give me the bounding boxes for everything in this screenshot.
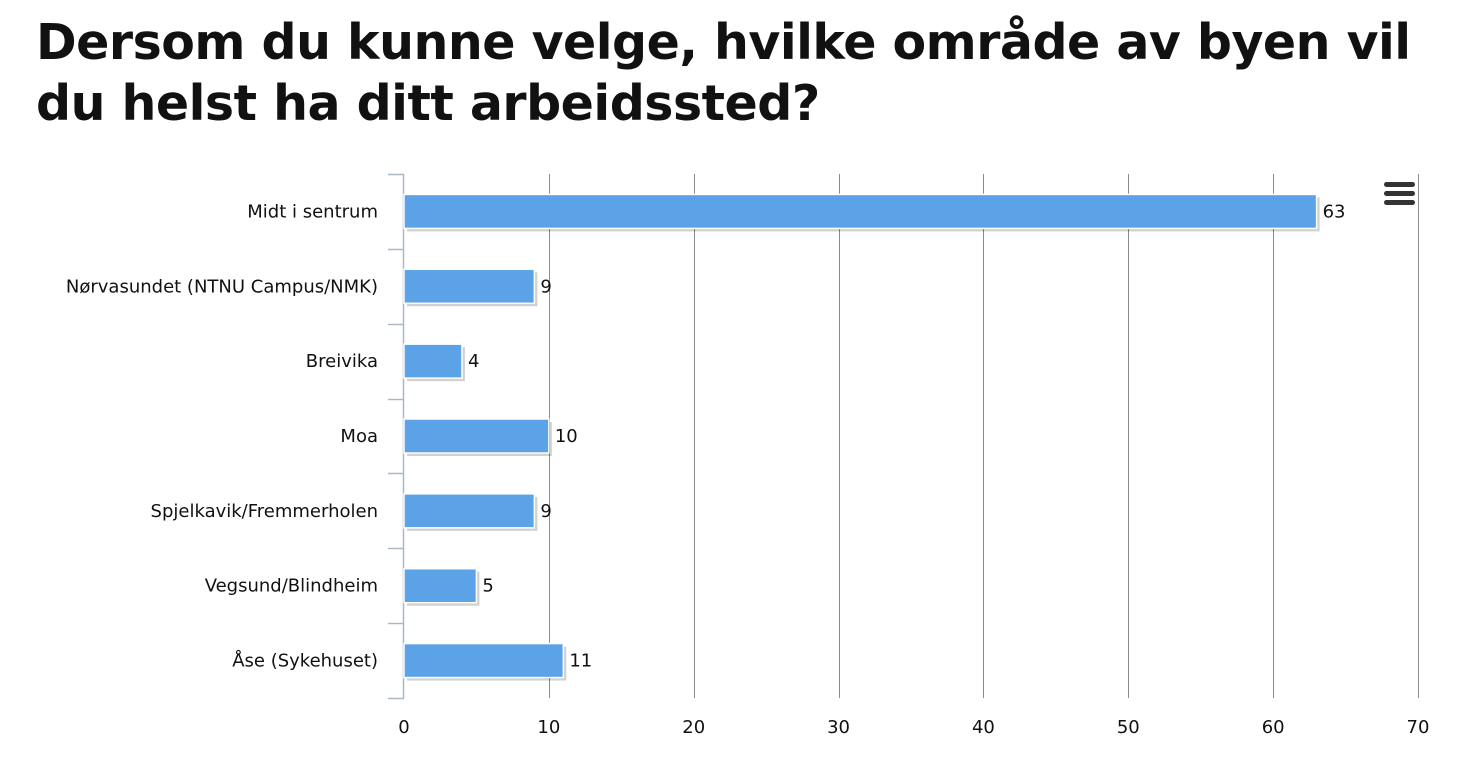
hamburger-menu-icon[interactable] (1384, 182, 1415, 205)
data-label: 5 (482, 576, 493, 597)
bar (403, 268, 536, 305)
bars (403, 193, 1320, 681)
category-label: Breivika (306, 351, 378, 372)
x-tick-label: 50 (1117, 717, 1140, 738)
category-axis (388, 173, 405, 700)
hamburger-menu-button[interactable] (1380, 178, 1420, 210)
category-label: Åse (Sykehuset) (232, 650, 378, 672)
data-label: 63 (1323, 201, 1346, 222)
data-label: 9 (540, 501, 551, 522)
bar (403, 642, 565, 679)
data-label: 9 (540, 276, 551, 297)
data-label: 11 (569, 651, 592, 672)
bar (403, 493, 536, 529)
category-label: Vegsund/Blindheim (205, 576, 378, 597)
x-tick-label: 20 (682, 717, 705, 738)
x-tick-label: 30 (827, 717, 850, 738)
bar (403, 418, 550, 454)
bar (403, 567, 478, 604)
x-tick-label: 70 (1407, 717, 1430, 738)
x-tick-label: 60 (1262, 717, 1285, 738)
x-axis-tick-labels: 0 10 20 30 40 50 60 70 (398, 717, 1429, 738)
chart-title: Dersom du kunne velge, hvilke område av … (36, 14, 1411, 132)
category-label: Nørvasundet (NTNU Campus/NMK) (66, 276, 378, 297)
data-labels: 63 9 4 10 9 5 11 (468, 201, 1346, 671)
category-labels: Midt i sentrum Nørvasundet (NTNU Campus/N… (66, 201, 378, 671)
x-tick-label: 10 (537, 717, 560, 738)
bar (403, 343, 463, 379)
x-tick-label: 40 (972, 717, 995, 738)
category-label: Spjelkavik/Fremmerholen (151, 501, 378, 522)
data-label: 4 (468, 351, 479, 372)
category-label: Moa (340, 426, 378, 447)
data-label: 10 (555, 426, 578, 447)
x-tick-label: 0 (398, 717, 409, 738)
category-label: Midt i sentrum (247, 201, 378, 222)
bar (403, 193, 1318, 230)
gridlines (549, 174, 1419, 698)
